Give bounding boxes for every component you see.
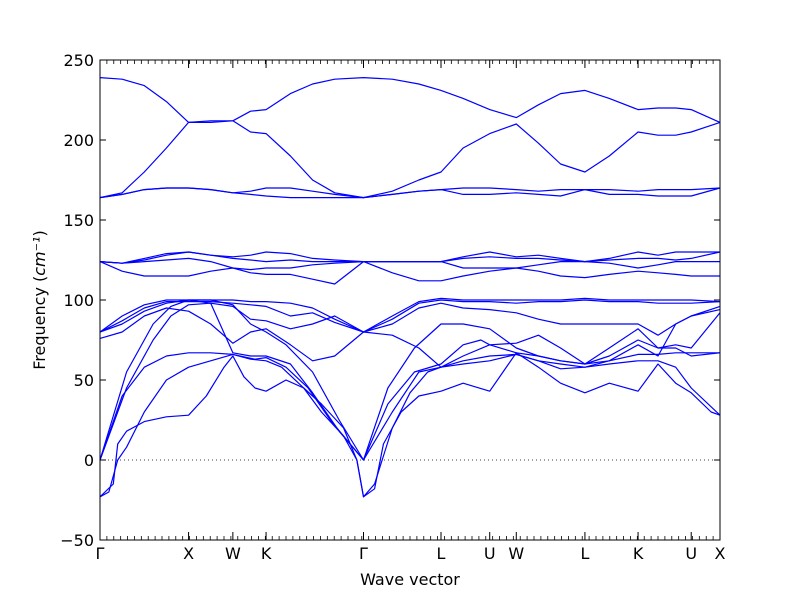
plot-frame bbox=[99, 59, 721, 541]
plot-area bbox=[99, 77, 721, 498]
y-tick-label: 150 bbox=[63, 211, 94, 230]
y-tick-label: 50 bbox=[74, 371, 94, 390]
x-axis-title: Wave vector bbox=[360, 570, 460, 589]
x-tick-label: K bbox=[633, 544, 644, 563]
y-tick-label: 250 bbox=[63, 51, 94, 70]
x-tick-label: K bbox=[261, 544, 272, 563]
y-axis-title-open-paren: ( bbox=[30, 276, 49, 287]
y-tick-label: 200 bbox=[63, 131, 94, 150]
x-tick-label: X bbox=[183, 544, 194, 563]
y-axis-title-unit: cm⁻¹ bbox=[30, 237, 49, 276]
y-tick-label: 100 bbox=[63, 291, 94, 310]
band-line-6 bbox=[99, 307, 721, 368]
band-line-10 bbox=[99, 261, 720, 285]
x-tick-label: W bbox=[508, 544, 524, 563]
y-tick-label: 0 bbox=[84, 451, 94, 470]
band-line-15 bbox=[99, 187, 721, 199]
band-line-16 bbox=[99, 120, 721, 199]
x-tick-label: U bbox=[484, 544, 496, 563]
x-tick-label: L bbox=[437, 544, 446, 563]
x-tick-label: Γ bbox=[359, 544, 368, 563]
band-line-4 bbox=[99, 302, 721, 461]
x-tick-label: Γ bbox=[96, 544, 105, 563]
x-tick-label: U bbox=[685, 544, 697, 563]
y-tick-label: −50 bbox=[60, 531, 94, 550]
x-tick-label: L bbox=[580, 544, 589, 563]
band-line-13 bbox=[99, 251, 720, 264]
x-tick-label: X bbox=[715, 544, 726, 563]
y-axis-title: Frequency (cm⁻¹) bbox=[30, 230, 49, 369]
y-axis-title-text: Frequency bbox=[30, 287, 49, 370]
band-line-2 bbox=[99, 353, 721, 498]
band-line-9 bbox=[99, 297, 721, 333]
band-line-8 bbox=[99, 299, 721, 333]
x-tick-label: W bbox=[225, 544, 241, 563]
band-line-17 bbox=[99, 77, 721, 123]
y-axis-title-close-paren: ) bbox=[30, 230, 49, 236]
band-line-3 bbox=[99, 352, 720, 461]
band-line-1 bbox=[99, 352, 721, 498]
y-axis: −50 0 50 100 150 200 250 bbox=[60, 51, 720, 550]
